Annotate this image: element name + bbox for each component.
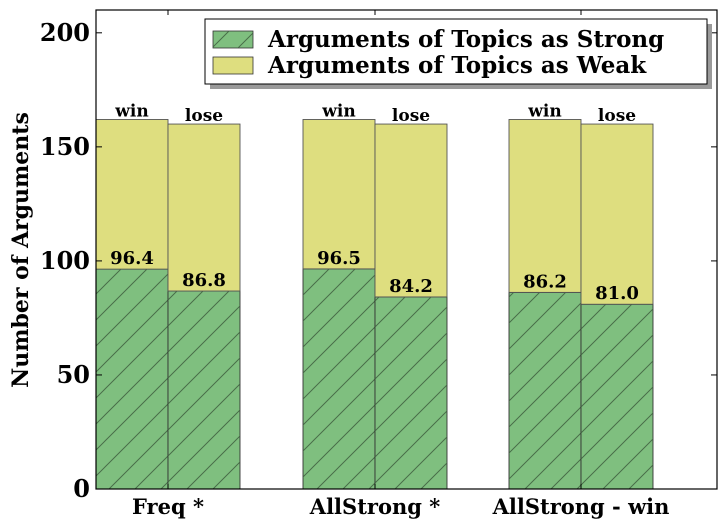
y-tick-label-50: 50 [57,360,90,389]
bar-tag-0-lose: lose [185,106,223,126]
data-label-2-win: 86.2 [523,271,567,292]
legend-swatch-weak [212,56,254,75]
legend: Arguments of Topics as Strong Arguments … [204,18,712,89]
y-tick-label-150: 150 [40,132,90,161]
legend-box [204,18,708,85]
x-tick-label-0: Freq * [132,494,204,519]
bar-weak-1-lose [374,123,448,298]
bars-layer [95,119,654,490]
bar-tag-1-win: win [321,101,355,121]
y-tick-label-0: 0 [73,474,90,503]
bar-strong-hatch-1-lose [375,296,447,489]
y-tick-label-100: 100 [40,246,90,275]
data-label-0-win: 96.4 [110,248,154,269]
bar-weak-0-lose [167,123,241,292]
bar-weak-0-win [95,119,169,270]
bar-tag-1-lose: lose [392,106,430,126]
bar-tag-2-win: win [527,101,561,121]
bar-tag-0-win: win [114,101,148,121]
bar-weak-2-win [508,119,582,293]
bar-strong-hatch-2-lose [581,304,653,489]
x-tick-label-2: AllStrong - win [492,494,670,519]
x-tick-label-1: AllStrong * [309,494,440,519]
bar-tag-2-lose: lose [598,106,636,126]
y-axis-label: Number of Arguments [8,112,34,388]
bar-strong-hatch-0-win [96,269,168,489]
y-tick-label-200: 200 [40,18,90,47]
bar-strong-hatch-1-win [303,268,375,489]
bar-strong-hatch-0-lose [168,291,240,489]
bar-weak-1-win [302,119,376,270]
legend-swatch-strong-hatch [213,31,253,48]
legend-label-weak: Arguments of Topics as Weak [267,52,647,79]
data-label-1-win: 96.5 [317,248,361,269]
data-label-1-lose: 84.2 [389,276,433,297]
data-label-2-lose: 81.0 [595,283,639,304]
data-label-0-lose: 86.8 [182,270,226,291]
x-axis: Freq * AllStrong * AllStrong - win [132,10,669,519]
bar-strong-hatch-2-win [509,292,581,489]
y-axis: 0 50 100 150 200 [40,18,717,503]
plot-frame [95,9,718,490]
bar-labels-layer: 96.4 win 86.8 lose 96.5 win 84.2 lose 86.2 win 81.… [110,101,639,304]
bar-weak-2-lose [580,123,654,305]
legend-label-strong: Arguments of Topics as Strong [267,26,664,53]
